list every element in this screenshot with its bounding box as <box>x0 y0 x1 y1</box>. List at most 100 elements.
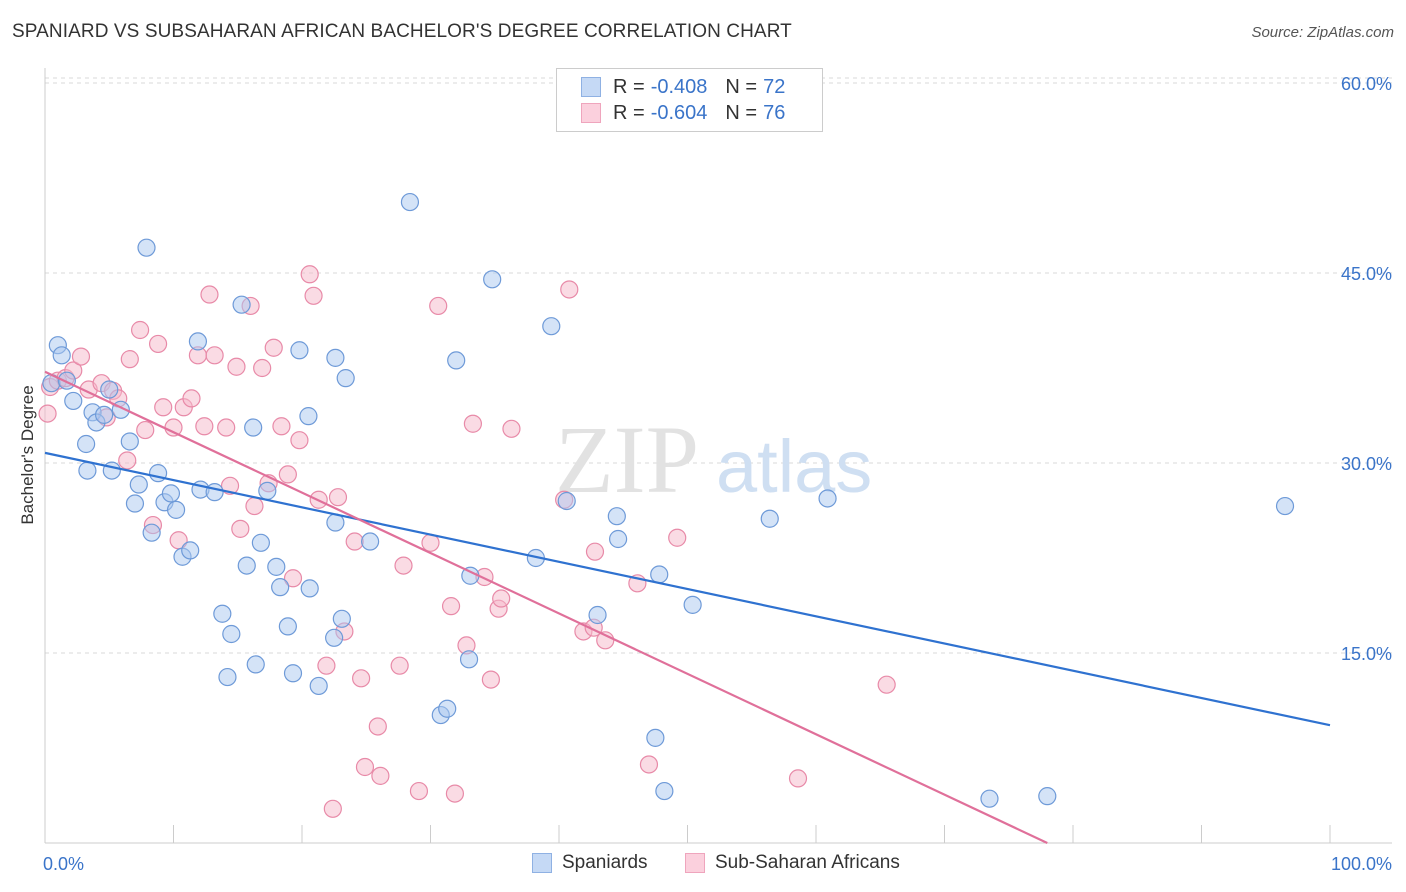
point-subsaharan <box>371 766 390 785</box>
point-subsaharan <box>502 419 521 438</box>
legend-r-value: -0.604 <box>650 101 708 124</box>
point-subsaharan <box>164 418 183 437</box>
point-subsaharan <box>445 784 465 803</box>
point-subsaharan <box>245 496 264 516</box>
point-spaniards <box>77 434 96 454</box>
point-spaniards <box>299 407 318 426</box>
point-subsaharan <box>283 569 303 588</box>
point-spaniards <box>818 489 837 508</box>
bottom-legend-spaniards: Spaniards <box>532 852 648 874</box>
point-subsaharan <box>481 670 500 689</box>
bottom-legend-swatch-blue <box>532 853 552 873</box>
y-tick-label: 15.0% <box>1341 644 1392 664</box>
point-spaniards <box>218 667 237 687</box>
bottom-legend-label: Spaniards <box>562 852 648 873</box>
legend-row-subsaharan: R = -0.604 N = 76 <box>581 100 785 126</box>
point-spaniards <box>1038 787 1057 806</box>
point-subsaharan <box>788 769 808 788</box>
point-subsaharan <box>394 556 413 575</box>
point-subsaharan <box>585 542 605 561</box>
point-spaniards <box>336 369 355 388</box>
y-tick-label: 45.0% <box>1341 264 1392 284</box>
point-subsaharan <box>130 320 150 340</box>
point-spaniards <box>166 500 186 519</box>
point-spaniards <box>326 348 345 367</box>
legend-n-value: 76 <box>763 101 786 124</box>
point-spaniards <box>459 650 479 669</box>
point-spaniards <box>95 405 114 424</box>
point-spaniards <box>129 475 148 494</box>
point-spaniards <box>588 605 607 625</box>
point-spaniards <box>400 192 420 212</box>
point-subsaharan <box>253 358 272 378</box>
point-subsaharan <box>328 488 348 507</box>
point-spaniards <box>290 341 309 360</box>
point-subsaharan <box>278 465 297 484</box>
point-subsaharan <box>390 656 409 675</box>
point-spaniards <box>100 380 119 399</box>
point-subsaharan <box>118 451 137 470</box>
point-subsaharan <box>272 417 291 436</box>
point-spaniards <box>542 317 561 336</box>
point-subsaharan <box>463 414 483 433</box>
trend-line-subsaharan <box>44 370 1048 844</box>
legend-row-spaniards: R = -0.408 N = 72 <box>581 74 785 100</box>
legend-r-label: R = <box>613 101 645 124</box>
point-subsaharan <box>182 389 201 408</box>
point-subsaharan <box>304 286 323 305</box>
point-subsaharan <box>71 347 91 366</box>
point-spaniards <box>438 699 457 718</box>
point-spaniards <box>760 509 779 528</box>
point-subsaharan <box>355 757 375 777</box>
point-spaniards <box>213 604 232 623</box>
point-spaniards <box>52 346 71 365</box>
point-spaniards <box>607 507 626 526</box>
legend-n-value: 72 <box>763 75 786 98</box>
point-spaniards <box>125 494 145 513</box>
point-subsaharan <box>352 669 371 688</box>
point-subsaharan <box>429 296 448 316</box>
point-subsaharan <box>300 265 319 284</box>
point-subsaharan <box>120 350 139 369</box>
legend-swatch-pink <box>581 103 601 123</box>
point-subsaharan <box>264 338 283 357</box>
point-spaniards <box>1275 496 1295 516</box>
point-spaniards <box>609 529 628 549</box>
point-spaniards <box>650 565 669 584</box>
legend-n-label: N = <box>725 101 758 124</box>
point-spaniards <box>271 578 290 597</box>
point-spaniards <box>222 624 241 644</box>
point-spaniards <box>283 664 303 683</box>
point-spaniards <box>142 523 161 542</box>
y-tick-label: 60.0% <box>1341 74 1392 94</box>
point-spaniards <box>120 432 139 451</box>
stats-legend: R = -0.408 N = 72 R = -0.604 N = 76 <box>556 68 823 132</box>
chart-title: SPANIARD VS SUBSAHARAN AFRICAN BACHELOR'… <box>12 21 792 42</box>
point-spaniards <box>557 491 576 511</box>
point-spaniards <box>232 295 251 314</box>
points-spaniards <box>42 192 1295 808</box>
point-spaniards <box>251 533 270 552</box>
point-subsaharan <box>290 431 309 450</box>
point-subsaharan <box>205 346 224 365</box>
source-label: Source: ZipAtlas.com <box>1251 24 1394 41</box>
point-subsaharan <box>368 717 387 736</box>
point-spaniards <box>278 617 297 636</box>
watermark-atlas: atlas <box>716 425 872 508</box>
point-spaniards <box>646 728 665 747</box>
point-subsaharan <box>148 334 168 354</box>
point-subsaharan <box>492 589 511 608</box>
legend-swatch-blue <box>581 77 601 97</box>
point-spaniards <box>205 483 224 502</box>
point-spaniards <box>483 270 502 289</box>
point-spaniards <box>332 609 351 628</box>
watermark-zip: ZIP <box>555 406 699 513</box>
point-subsaharan <box>639 755 659 774</box>
y-tick-label: 30.0% <box>1341 454 1392 474</box>
point-spaniards <box>137 238 156 257</box>
point-spaniards <box>325 628 344 647</box>
point-spaniards <box>655 781 674 801</box>
trend-lines <box>44 370 1331 844</box>
point-subsaharan <box>136 420 155 440</box>
